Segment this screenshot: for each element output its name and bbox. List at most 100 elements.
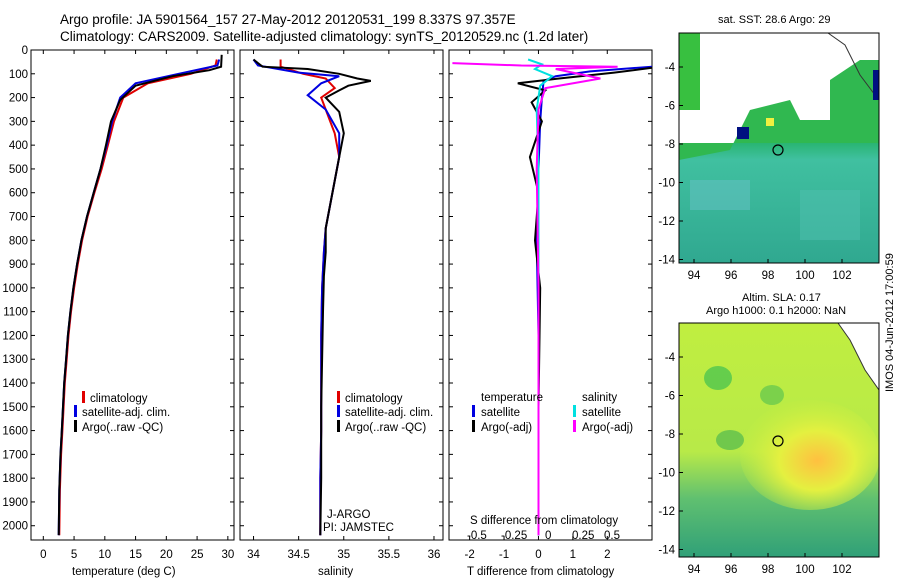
map-y-tick-label: -4	[665, 62, 676, 74]
sst-map-cell	[737, 127, 749, 139]
sst-map-cell	[873, 70, 879, 100]
map-x-tick-label: 100	[795, 270, 814, 282]
legend-label: satellite	[582, 407, 621, 419]
sst-map-patch	[679, 60, 879, 160]
map-x-tick-label: 102	[832, 270, 851, 282]
series-line-salinity-0	[279, 59, 341, 536]
map-x-tick-label: 100	[795, 564, 814, 576]
y-tick-label: 1900	[2, 497, 28, 509]
x-tick-label: 30	[221, 549, 234, 561]
chart-title-line2: Climatology: CARS2009. Satellite-adjuste…	[60, 29, 589, 44]
series-line-temperature-2	[57, 54, 223, 536]
y-tick-label: 1200	[2, 330, 28, 342]
y-tick-label: 300	[9, 116, 28, 128]
y-tick-label: 1400	[2, 378, 28, 390]
difference-panel-frame	[448, 49, 653, 541]
x-tick-label: 5	[71, 549, 77, 561]
sla-map	[678, 322, 880, 558]
x-axis-label-difference: T difference from climatology	[467, 566, 614, 578]
y-tick-label: 1100	[3, 307, 28, 319]
x-tick-label: 34.5	[287, 549, 309, 561]
y-tick-label: 0	[22, 45, 28, 57]
map-y-tick-label: -6	[665, 101, 675, 113]
legend-swatch-climatology	[82, 391, 85, 403]
y-tick-label: 700	[9, 212, 28, 224]
map-y-tick-label: -8	[665, 429, 675, 441]
map-y-tick-label: -10	[658, 178, 675, 190]
x-tick-label: -2	[465, 549, 475, 561]
x-tick-label: 15	[129, 549, 142, 561]
legend-label: climatology	[90, 393, 148, 405]
legend-swatch-t-argo	[472, 420, 475, 432]
sla-map-anomaly	[716, 430, 744, 450]
map-y-tick-label: -14	[658, 255, 675, 267]
y-tick-label: 1600	[2, 426, 28, 438]
map-y-tick-label: -6	[665, 391, 675, 403]
x-tick-label: 1	[570, 549, 576, 561]
map-x-tick-label: 102	[832, 564, 851, 576]
legend-label: Argo(..raw -QC)	[82, 422, 163, 434]
map-y-tick-label: -14	[658, 545, 675, 557]
y-tick-label: 100	[9, 69, 28, 81]
y-tick-label: 800	[9, 235, 28, 247]
legend-label: climatology	[345, 393, 403, 405]
legend-title-salinity: salinity	[582, 392, 617, 404]
sst-map-frame	[678, 32, 880, 264]
legend-label: satellite-adj. clim.	[82, 407, 170, 419]
x-axis-label-temperature: temperature (deg C)	[72, 566, 176, 578]
series-line-difference-3	[452, 62, 618, 536]
legend-salinity: climatology satellite-adj. clim. Argo(..…	[337, 391, 433, 434]
legend-swatch-climatology	[337, 391, 340, 403]
legend-difference: temperature salinity satellite Argo(-adj…	[472, 392, 633, 434]
series-line-salinity-1	[252, 58, 341, 536]
x-axis-label-salinity: salinity	[318, 566, 353, 578]
x-tick-label: -1	[499, 549, 509, 561]
y-tick-label: 1800	[2, 473, 28, 485]
map-x-tick-label: 98	[762, 270, 775, 282]
sst-map-patch	[800, 190, 860, 240]
x-tick-label: 10	[98, 549, 111, 561]
y-tick-label: 1000	[2, 283, 28, 295]
legend-swatch-satellite	[74, 405, 77, 417]
map-x-tick-label: 94	[688, 270, 701, 282]
y-tick-label: 2000	[2, 521, 28, 533]
sst-map-cell	[766, 118, 774, 126]
sst-map	[678, 32, 880, 264]
x-tick-label: 20	[160, 549, 173, 561]
y-tick-label: 600	[9, 188, 28, 200]
legend-title-temperature: temperature	[481, 392, 543, 404]
map-y-tick-label: -10	[658, 468, 675, 480]
legend-label: Argo(-adj)	[481, 422, 532, 434]
series-line-difference-0	[535, 65, 653, 536]
annotation-program: J-ARGO	[327, 509, 371, 521]
x-tick-label: 35.5	[378, 549, 400, 561]
coastline	[837, 323, 879, 391]
s-tick-label: 0	[545, 530, 551, 542]
y-tick-label: 900	[9, 259, 28, 271]
legend-temperature: climatology satellite-adj. clim. Argo(..…	[74, 391, 170, 434]
s-tick-label: 0.25	[572, 530, 594, 542]
map-y-tick-label: -4	[665, 352, 676, 364]
s-tick-label: -0.5	[467, 530, 487, 542]
y-tick-label: 1500	[2, 402, 28, 414]
y-tick-label: 1700	[2, 449, 28, 461]
s-tick-label: 0.5	[604, 530, 620, 542]
x-tick-label: 25	[191, 549, 204, 561]
map-y-tick-label: -12	[658, 216, 675, 228]
sst-map-patch	[679, 33, 700, 110]
legend-label: Argo(..raw -QC)	[345, 422, 426, 434]
legend-swatch-s-satellite	[573, 405, 576, 417]
legend-swatch-argo	[337, 420, 340, 432]
map-x-tick-label: 96	[725, 564, 738, 576]
map-x-tick-label: 96	[725, 270, 738, 282]
sla-map-title-line1: Altim. SLA: 0.17	[742, 292, 821, 304]
s-tick-label: -0.25	[501, 530, 527, 542]
sla-map-title-line2: Argo h1000: 0.1 h2000: NaN	[706, 305, 847, 317]
legend-label: satellite-adj. clim.	[345, 407, 433, 419]
map-x-tick-label: 98	[762, 564, 775, 576]
map-y-tick-label: -12	[658, 506, 675, 518]
legend-swatch-t-satellite	[472, 405, 475, 417]
legend-label: satellite	[481, 407, 520, 419]
map-x-tick-label: 94	[688, 564, 701, 576]
